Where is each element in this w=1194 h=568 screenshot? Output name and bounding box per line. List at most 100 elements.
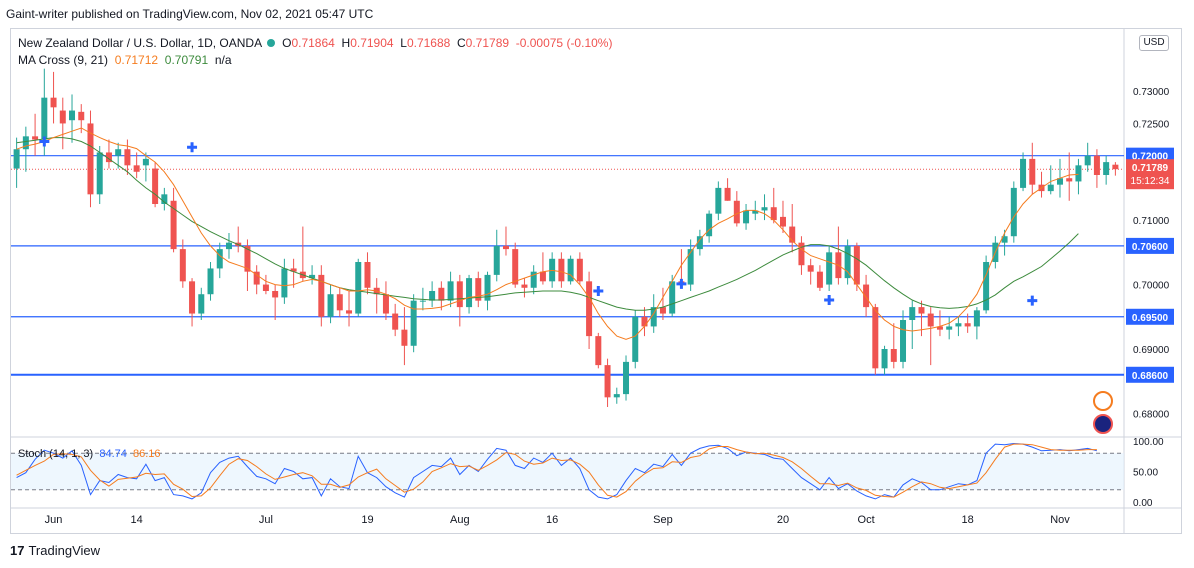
candle-body [816,271,823,288]
ma-cross-marker [676,278,687,289]
candle-body [807,265,814,272]
current-price-tag [1126,159,1174,190]
candle-body [410,300,417,346]
candle-body [1112,164,1119,170]
candle-body [1020,158,1027,188]
candle-body [733,200,740,224]
candle-body [124,149,131,166]
candle-body [595,336,602,366]
ma-slow-line [16,137,1079,311]
candle-body [604,365,611,398]
stoch-tick-label: 50.00 [1133,468,1158,479]
candle-body [1029,158,1036,185]
ma-fast-value: 0.71712 [114,53,159,67]
candle-body [632,316,639,362]
level-price-label: 0.72000 [1132,152,1169,163]
ma-slow-value: 0.70791 [164,53,209,67]
ma-cross-marker [187,142,198,153]
candle-body [96,152,103,195]
candle-body [290,268,297,272]
candle-body [669,281,676,314]
stoch-tick-label: 0.00 [1133,498,1153,509]
time-tick-label: Jun [45,514,63,526]
candle-body [576,258,583,282]
candle-body [1001,236,1008,243]
change-value: -0.00075 (-0.10%) [515,36,613,50]
candle-body [484,274,491,301]
close-value: 0.71789 [465,36,510,50]
price-tick-label: 0.71000 [1133,216,1170,227]
candle-body [189,281,196,314]
candle-body [179,249,186,282]
candle-body [272,291,279,298]
ma-title[interactable]: MA Cross (9, 21) [18,53,109,67]
price-tick-label: 0.69000 [1133,345,1170,356]
chart-frame [10,28,1182,534]
publish-caption: Gaint-writer published on TradingView.co… [6,7,374,21]
currency-button[interactable]: USD [1139,35,1169,51]
candle-body [346,310,353,314]
candle-body [59,110,66,124]
candle-body [207,268,214,295]
candle-body [198,294,205,314]
candle-body [872,307,879,369]
time-tick-label: 20 [777,514,789,526]
candle-body [336,294,343,311]
candle-body [650,307,657,327]
candle-body [964,323,971,327]
market-status-icon [266,39,275,47]
candle-body [936,326,943,330]
candle-body [890,349,897,362]
ma-legend: MA Cross (9, 21) 0.71712 0.70791 n/a [18,53,232,67]
candle-body [779,216,786,227]
stoch-band [11,453,1124,490]
time-tick-label: 14 [131,514,143,526]
candle-body [13,149,20,169]
candle-body [1066,178,1073,182]
candle-body [586,281,593,337]
symbol-legend: New Zealand Dollar / U.S. Dollar, 1D, OA… [18,36,612,50]
candle-body [1093,155,1100,175]
candle-body [798,242,805,266]
candle-body [973,310,980,327]
time-tick-label: Nov [1050,514,1070,526]
level-price-tag [1126,366,1174,383]
time-tick-label: 16 [546,514,558,526]
stoch-d-value: 86.16 [133,448,161,460]
candle-body [613,394,620,398]
nz-flag-icon [1093,414,1113,434]
candle-body [844,245,851,279]
candle-body [530,271,537,288]
price-tick-label: 0.73000 [1133,87,1170,98]
candle-body [493,245,500,275]
time-tick-label: 19 [361,514,373,526]
candle-body [512,249,519,285]
time-tick-label: Aug [450,514,470,526]
candle-body [364,262,371,288]
candle-body [475,278,482,301]
candle-body [724,187,731,201]
ma-cross-marker [593,286,604,296]
candle-body [32,136,39,140]
level-price-tag [1126,308,1174,325]
stoch-d-line [16,443,1097,498]
candle-body [401,329,408,346]
candle-body [955,323,962,327]
time-tick-label: Sep [653,514,673,526]
candle-body [918,307,925,314]
price-tick-label: 0.72500 [1133,119,1170,130]
candle-body [318,274,325,317]
candle-body [225,242,232,250]
candle-body [78,111,85,121]
candle-body [863,284,870,308]
candle-body [161,194,168,204]
stoch-title[interactable]: Stoch (14, 1, 3) [18,448,94,460]
price-tick-label: 0.70000 [1133,281,1170,292]
candle-body [521,284,528,288]
candle-body [1047,184,1054,192]
candle-body [1010,187,1017,237]
candle-body [641,316,648,327]
candle-body [909,307,916,320]
symbol-title[interactable]: New Zealand Dollar / U.S. Dollar, 1D, OA… [18,36,262,50]
